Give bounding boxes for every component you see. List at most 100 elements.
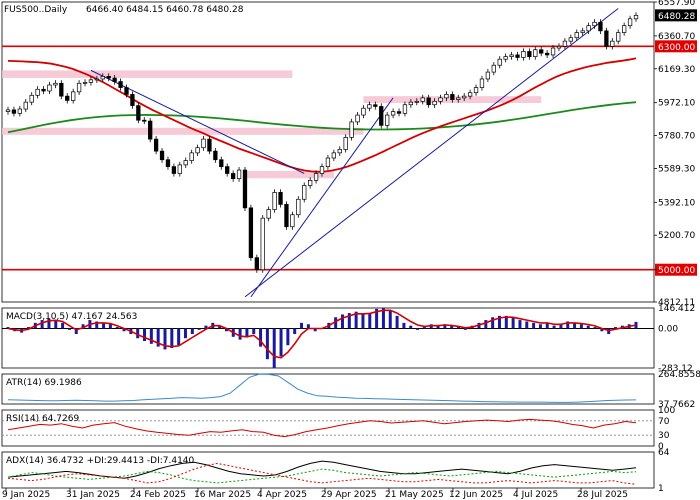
moving-average-green-line (7, 101, 637, 134)
x-tick-label: 28 Jul 2025 (577, 490, 628, 500)
macd-histogram-bar (347, 313, 351, 329)
panel-frame-macd (1, 307, 655, 369)
candle-down (515, 54, 520, 58)
candle-up (533, 49, 538, 57)
macd-histogram-bar (54, 320, 58, 329)
candle-down (426, 97, 431, 106)
candle-down (278, 192, 283, 205)
candle-up (195, 147, 200, 154)
macd-histogram-bar (518, 320, 522, 329)
y-tick-label: 6557.90 (658, 0, 695, 8)
macd-histogram-bar (224, 328, 228, 332)
candle-up (355, 114, 360, 123)
candle-up (385, 114, 390, 126)
macd-histogram-bar (238, 328, 242, 340)
candle-up (325, 157, 331, 167)
level-tag-label: 5000.00 (658, 266, 695, 276)
candle-up (438, 97, 443, 102)
macd-histogram-bar (47, 318, 51, 329)
level-tag-label: 6300.00 (658, 43, 695, 53)
atr-panel[interactable]: ATR(14) 69.1986 264.8558 37.7662 (6, 370, 700, 410)
candle-down (539, 49, 544, 54)
candle-down (171, 166, 177, 174)
macd-title: MACD(3,10,5) 47.167 24.563 (6, 312, 137, 322)
macd-histogram-bar (40, 320, 44, 329)
macd-histogram-bar (340, 314, 344, 329)
symbol-label: FUS500..Daily (4, 5, 68, 15)
candle-down (544, 52, 550, 56)
macd-y-tick-label: 0.00 (658, 324, 678, 334)
macd-histogram-bar (259, 328, 263, 347)
macd-histogram-bar (143, 328, 147, 342)
macd-histogram-bar (204, 325, 208, 329)
candle-up (35, 88, 40, 96)
macd-histogram-bar (265, 328, 269, 360)
macd-histogram-bar (614, 327, 618, 329)
candle-down (165, 159, 171, 167)
macd-histogram-bar (156, 328, 160, 347)
macd-histogram-bar (463, 328, 467, 330)
candle-up (462, 95, 467, 99)
macd-histogram-bar (293, 328, 297, 335)
candle-up (497, 58, 502, 66)
candle-down (207, 138, 212, 152)
macd-histogram-bar (245, 328, 249, 337)
candle-up (574, 32, 579, 39)
candle-up (296, 198, 301, 216)
macd-histogram-bar (368, 313, 372, 329)
macd-panel[interactable]: MACD(3,10,5) 47.167 24.563 146.412 0.00 -28… (2, 304, 695, 374)
candle-up (82, 82, 88, 84)
macd-histogram-bar (81, 324, 85, 329)
macd-histogram-bar (381, 308, 385, 329)
candle-up (473, 87, 479, 94)
x-tick-label: 4 Jul 2025 (513, 490, 558, 500)
candle-up (71, 91, 76, 101)
candle-down (153, 138, 159, 152)
macd-histogram-bar (504, 315, 508, 329)
macd-histogram-bar (95, 321, 99, 329)
candle-up (550, 47, 556, 56)
candle-down (11, 109, 17, 114)
candle-down (112, 77, 117, 82)
candle-down (230, 173, 236, 179)
macd-histogram-bar (306, 324, 310, 329)
candle-up (290, 214, 295, 228)
price-panel[interactable]: 6300.00 5000.00 6557.90 6360.70 6169.30 5972.… (2, 0, 697, 308)
candle-up (29, 94, 34, 103)
candle-up (94, 78, 100, 81)
candle-up (503, 56, 508, 60)
rsi-title: RSI(14) 64.7269 (6, 414, 79, 424)
candle-up (260, 217, 265, 271)
candle-up (313, 173, 319, 181)
adx-panel[interactable]: ADX(14) 36.4732 +DI:29.4413 -DI:7.4140 64… (6, 448, 670, 494)
y-tick-label: 5972.10 (658, 99, 695, 109)
macd-histogram-bar (579, 324, 583, 329)
macd-histogram-bar (402, 322, 406, 329)
macd-histogram-bar (538, 324, 542, 329)
macd-histogram-bar (361, 314, 365, 329)
candle-up (616, 32, 621, 42)
candle-up (568, 37, 573, 42)
candle-up (319, 166, 325, 174)
candle-up (592, 21, 597, 27)
x-tick-label: 29 Apr 2025 (321, 490, 377, 500)
macd-histogram-bar (74, 328, 78, 335)
x-tick-label: 16 Mar 2025 (194, 490, 251, 500)
macd-histogram-bar (136, 328, 140, 339)
macd-histogram-bar (600, 328, 604, 332)
candle-down (41, 88, 46, 92)
candle-down (242, 169, 248, 209)
last-price-tag-bg (655, 9, 697, 22)
macd-histogram-bar (545, 322, 549, 329)
candle-down (106, 76, 111, 79)
adx-y-tick-label: 64 (658, 448, 670, 458)
macd-histogram-bar (586, 325, 590, 329)
panel-frames (1, 1, 655, 489)
candle-down (396, 111, 402, 114)
macd-histogram-bar (115, 327, 119, 329)
candle-down (213, 150, 218, 161)
candle-up (53, 82, 58, 86)
candle-up (467, 92, 473, 97)
candle-up (627, 18, 633, 27)
